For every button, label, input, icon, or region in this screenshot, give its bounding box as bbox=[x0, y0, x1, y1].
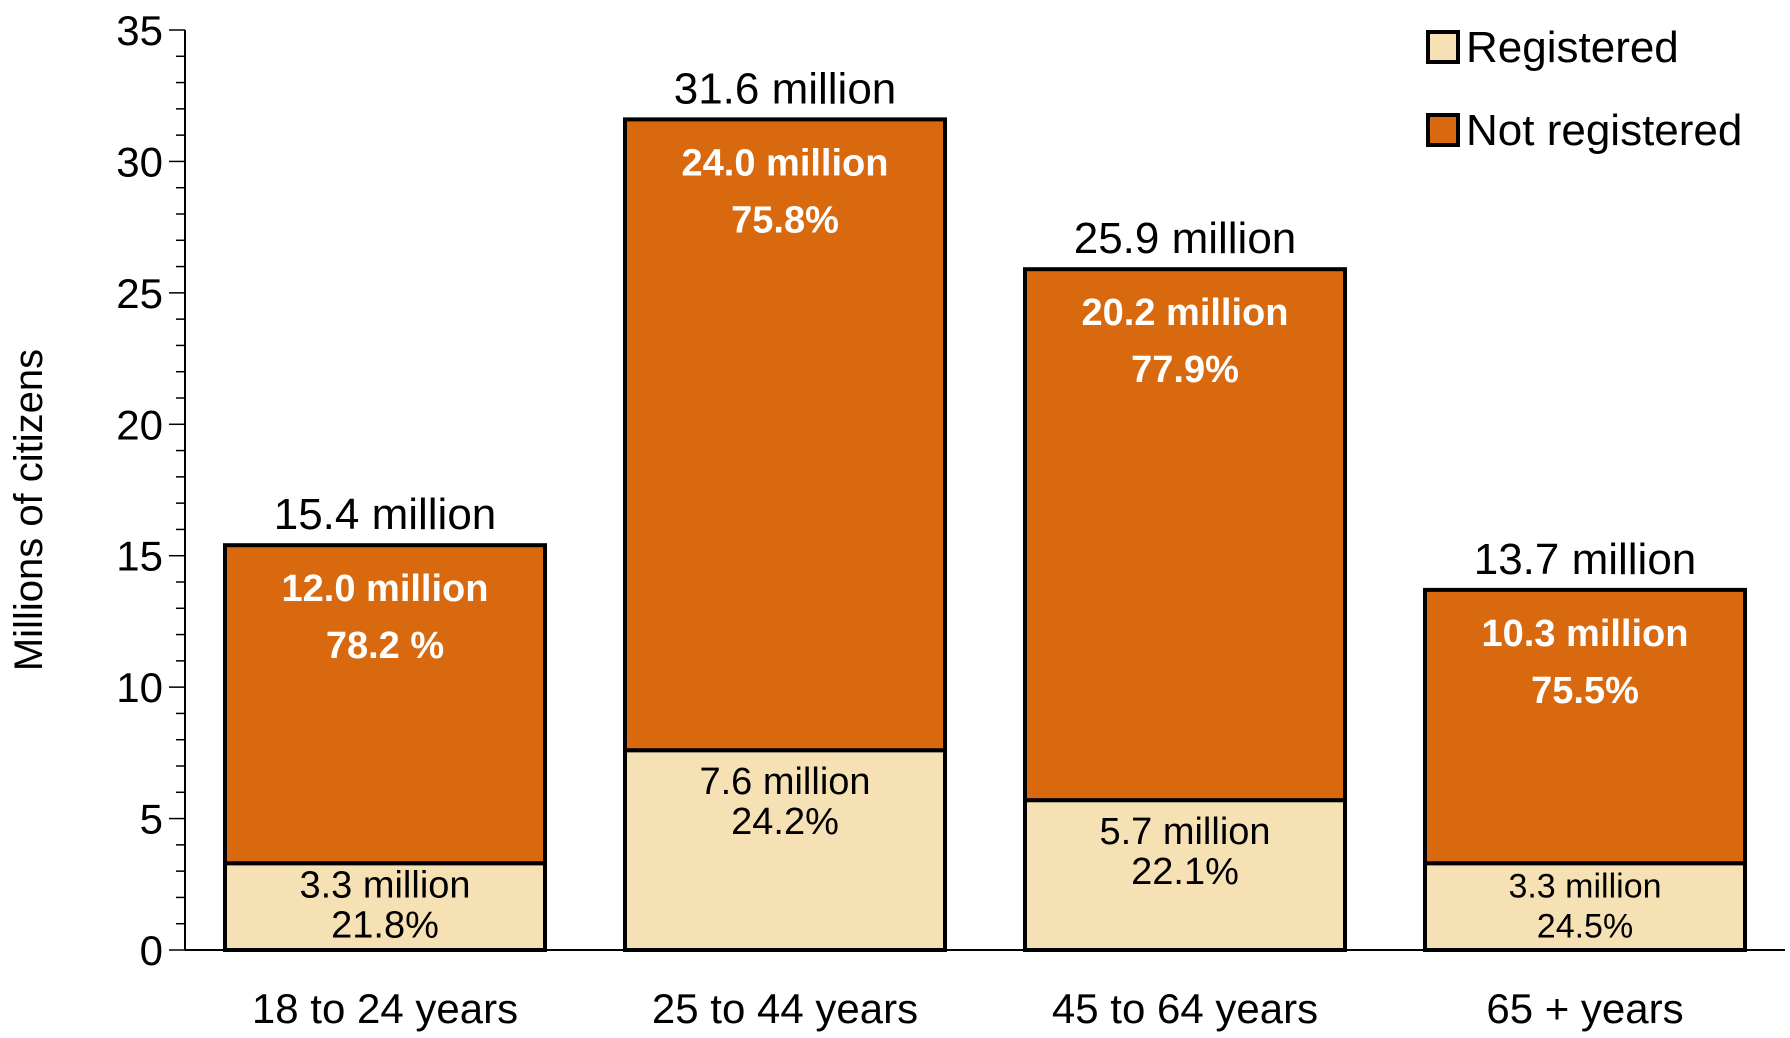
data-labels: 15.4 million 12.0 million 78.2 % 3.3 millio… bbox=[274, 64, 1697, 946]
legend-swatch-registered bbox=[1426, 30, 1460, 64]
registered-percent-label: 21.8% bbox=[331, 904, 439, 946]
registered-percent-label: 24.2% bbox=[731, 801, 839, 843]
bar-not-registered bbox=[1423, 587, 1747, 866]
bar-registered bbox=[1023, 798, 1347, 953]
registered-amount-label: 3.3 million bbox=[1508, 867, 1661, 905]
not-registered-percent-label: 75.8% bbox=[731, 199, 839, 241]
bar-registered bbox=[1423, 861, 1747, 952]
x-category-label: 18 to 24 years bbox=[252, 985, 518, 1032]
bar-not-registered bbox=[623, 117, 947, 753]
bar-registered bbox=[623, 748, 947, 952]
not-registered-amount-label: 10.3 million bbox=[1482, 613, 1689, 655]
total-label: 15.4 million bbox=[274, 490, 497, 539]
not-registered-percent-label: 78.2 % bbox=[326, 625, 444, 667]
y-tick-label: 30 bbox=[116, 138, 163, 185]
y-tick-label: 20 bbox=[116, 401, 163, 448]
registered-amount-label: 7.6 million bbox=[699, 761, 870, 803]
y-tick-label: 15 bbox=[116, 533, 163, 580]
registered-amount-label: 5.7 million bbox=[1099, 811, 1270, 853]
x-category-label: 25 to 44 years bbox=[652, 985, 918, 1032]
legend-label-registered: Registered bbox=[1466, 23, 1679, 72]
x-category-label: 45 to 64 years bbox=[1052, 985, 1318, 1032]
not-registered-amount-label: 20.2 million bbox=[1082, 292, 1289, 334]
y-tick-label: 25 bbox=[116, 270, 163, 317]
x-axis-labels: 18 to 24 years 25 to 44 years 45 to 64 yea… bbox=[252, 985, 1684, 1032]
registered-percent-label: 22.1% bbox=[1131, 851, 1239, 893]
bars bbox=[223, 117, 1747, 953]
not-registered-percent-label: 75.5% bbox=[1531, 670, 1639, 712]
total-label: 25.9 million bbox=[1074, 214, 1297, 263]
legend: Registered Not registered bbox=[1426, 23, 1742, 155]
legend-label-not-registered: Not registered bbox=[1466, 106, 1742, 155]
registered-amount-label: 3.3 million bbox=[299, 864, 470, 906]
y-tick-label: 5 bbox=[140, 796, 163, 843]
not-registered-amount-label: 24.0 million bbox=[682, 142, 889, 184]
not-registered-amount-label: 12.0 million bbox=[282, 568, 489, 610]
bar-not-registered bbox=[223, 543, 547, 866]
legend-swatch-not-registered bbox=[1426, 113, 1460, 147]
y-tick-label: 10 bbox=[116, 664, 163, 711]
total-label: 13.7 million bbox=[1474, 535, 1697, 584]
x-category-label: 65 + years bbox=[1486, 985, 1683, 1032]
registered-percent-label: 24.5% bbox=[1537, 907, 1633, 945]
bar-not-registered bbox=[1023, 267, 1347, 803]
y-tick-label: 35 bbox=[116, 7, 163, 54]
total-label: 31.6 million bbox=[674, 64, 897, 113]
y-axis-title: Millions of citizens bbox=[7, 349, 51, 671]
not-registered-percent-label: 77.9% bbox=[1131, 349, 1239, 391]
y-tick-label: 0 bbox=[140, 927, 163, 974]
